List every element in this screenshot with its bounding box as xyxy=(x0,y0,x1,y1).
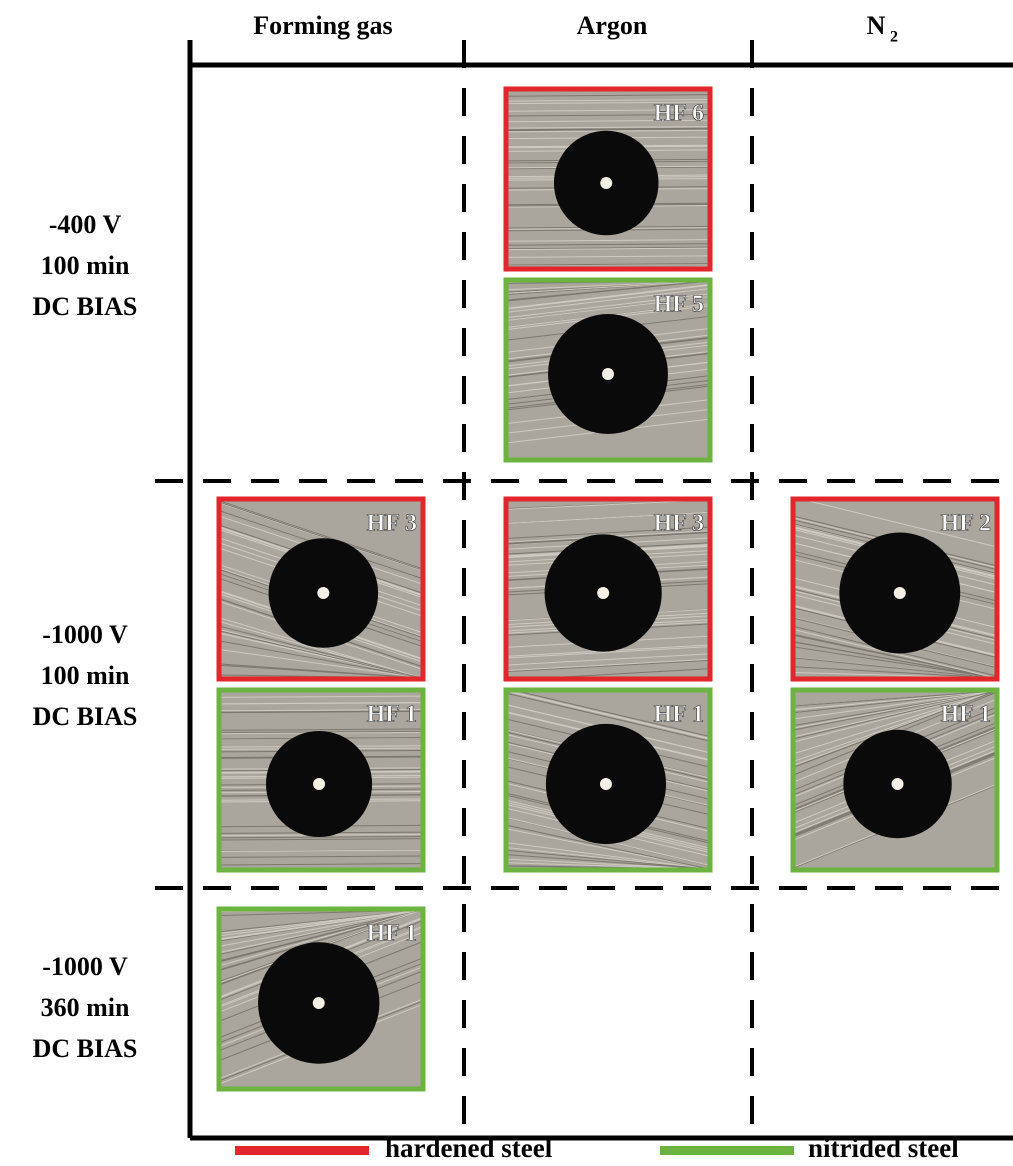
micrograph: HF 2 xyxy=(791,497,999,681)
column-header: N xyxy=(867,11,886,40)
row-label: -1000 V xyxy=(42,620,128,649)
sample-label: HF 1 xyxy=(367,702,417,728)
micrograph: HF 6 xyxy=(504,87,712,271)
indent-center xyxy=(600,177,612,189)
legend-swatch xyxy=(235,1146,369,1155)
micrograph: HF 1 xyxy=(217,688,425,872)
sample-label: HF 6 xyxy=(654,101,704,127)
indent-center xyxy=(313,778,325,790)
micrograph: HF 5 xyxy=(504,278,712,462)
indent-center xyxy=(600,778,612,790)
indent-center xyxy=(602,368,614,380)
indent-center xyxy=(894,587,906,599)
row-label: 100 min xyxy=(41,251,130,280)
indent-center xyxy=(892,778,904,790)
indent-center xyxy=(597,587,609,599)
sample-label: HF 5 xyxy=(654,292,704,318)
micrograph: HF 1 xyxy=(504,688,712,872)
column-header: Forming gas xyxy=(253,11,392,40)
row-label: 360 min xyxy=(41,993,130,1022)
row-label: 100 min xyxy=(41,661,130,690)
row-label: DC BIAS xyxy=(33,702,138,731)
legend-swatch xyxy=(660,1146,794,1155)
sample-label: HF 1 xyxy=(941,702,991,728)
micrograph: HF 1 xyxy=(791,688,999,872)
sample-label: HF 1 xyxy=(367,921,417,947)
row-label: -400 V xyxy=(49,210,122,239)
row-label: DC BIAS xyxy=(33,1034,138,1063)
indent-center xyxy=(313,997,325,1009)
figure: Forming gas Argon N2 -400 V 100 min DC BIAS HF… xyxy=(0,0,1013,1166)
micrograph: HF 3 xyxy=(217,497,425,681)
micrograph: HF 3 xyxy=(504,497,712,681)
column-header-subscript: 2 xyxy=(890,29,898,46)
sample-label: HF 1 xyxy=(654,702,704,728)
sample-label: HF 3 xyxy=(654,511,704,537)
sample-label: HF 2 xyxy=(941,511,991,537)
legend-label: nitrided steel xyxy=(808,1133,959,1163)
sample-label: HF 3 xyxy=(367,511,417,537)
row-label: DC BIAS xyxy=(33,292,138,321)
row-label: -1000 V xyxy=(42,952,128,981)
indent-center xyxy=(317,587,329,599)
legend-label: hardened steel xyxy=(385,1133,553,1163)
micrograph: HF 1 xyxy=(217,907,425,1091)
column-header: Argon xyxy=(577,11,648,40)
